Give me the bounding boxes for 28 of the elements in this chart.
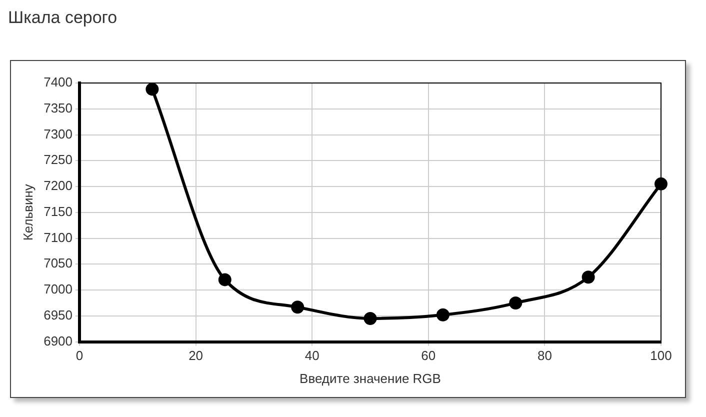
x-tick-label: 20 <box>188 348 204 364</box>
x-tick-label: 0 <box>76 348 84 364</box>
point <box>146 82 159 96</box>
chart-title: Шкала серого <box>8 8 118 28</box>
x-tick-label: 60 <box>421 348 436 364</box>
point <box>436 308 450 322</box>
y-tick-label: 7400 <box>44 74 73 90</box>
y-tick-label: 7000 <box>44 282 73 297</box>
y-tick-label: 7300 <box>44 126 73 142</box>
y-tick-label: 6950 <box>44 308 73 322</box>
y-tick-label: 7150 <box>44 204 73 219</box>
x-tick-label: 100 <box>650 348 672 364</box>
y-tick-label: 7250 <box>44 152 73 168</box>
x-tick-label: 40 <box>304 348 320 364</box>
y-tick-label: 6900 <box>44 333 73 348</box>
x-axis-title: Введите значение RGB <box>300 370 441 386</box>
y-tick-label: 7100 <box>44 230 73 245</box>
point <box>582 270 595 284</box>
point <box>654 177 668 190</box>
y-tick-label: 7200 <box>44 178 73 194</box>
point <box>364 312 377 326</box>
x-tick-label: 80 <box>537 348 552 364</box>
y-tick-label: 7350 <box>44 100 73 116</box>
point <box>218 273 232 286</box>
y-axis-title: Кельвину <box>20 184 36 241</box>
point <box>509 296 522 310</box>
point <box>291 300 304 314</box>
y-tick-label: 7050 <box>44 256 73 271</box>
